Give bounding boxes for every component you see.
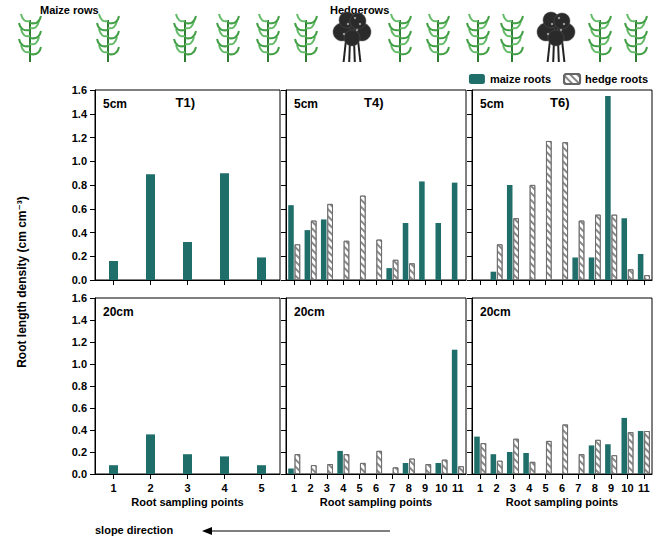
svg-text:3: 3 <box>324 482 330 494</box>
svg-text:20cm: 20cm <box>480 305 511 319</box>
svg-text:3: 3 <box>510 482 516 494</box>
svg-text:0.0: 0.0 <box>72 468 87 480</box>
svg-text:5: 5 <box>258 482 264 494</box>
svg-text:11: 11 <box>452 482 464 494</box>
svg-text:0.8: 0.8 <box>72 380 87 392</box>
svg-text:1.6: 1.6 <box>72 292 87 304</box>
svg-text:6: 6 <box>559 482 565 494</box>
svg-text:20cm: 20cm <box>103 305 134 319</box>
svg-text:5: 5 <box>357 482 363 494</box>
svg-text:0.8: 0.8 <box>72 179 87 191</box>
svg-text:3: 3 <box>184 482 190 494</box>
svg-text:maize roots: maize roots <box>490 73 551 85</box>
svg-text:5cm: 5cm <box>103 97 127 111</box>
svg-text:5cm: 5cm <box>294 97 318 111</box>
svg-text:T6): T6) <box>550 95 570 110</box>
svg-text:T1): T1) <box>176 95 196 110</box>
svg-text:1.4: 1.4 <box>72 314 88 326</box>
svg-text:4: 4 <box>221 482 228 494</box>
svg-text:0.2: 0.2 <box>72 250 87 262</box>
svg-text:0.4: 0.4 <box>72 424 88 436</box>
svg-text:11: 11 <box>638 482 650 494</box>
svg-text:2: 2 <box>147 482 153 494</box>
svg-text:9: 9 <box>608 482 614 494</box>
svg-text:2: 2 <box>493 482 499 494</box>
svg-text:0.4: 0.4 <box>72 227 88 239</box>
svg-text:0.2: 0.2 <box>72 446 87 458</box>
svg-text:1: 1 <box>477 482 483 494</box>
svg-text:slope direction: slope direction <box>95 524 174 536</box>
svg-text:hedge roots: hedge roots <box>585 73 648 85</box>
svg-text:1.4: 1.4 <box>72 108 88 120</box>
svg-text:1: 1 <box>110 482 116 494</box>
svg-text:T4): T4) <box>364 95 384 110</box>
svg-text:Root sampling points: Root sampling points <box>131 496 243 508</box>
svg-text:6: 6 <box>373 482 379 494</box>
svg-text:0.6: 0.6 <box>72 203 87 215</box>
svg-text:0.6: 0.6 <box>72 402 87 414</box>
svg-text:Root sampling points: Root sampling points <box>320 496 432 508</box>
svg-text:4: 4 <box>526 482 533 494</box>
svg-text:2: 2 <box>307 482 313 494</box>
svg-text:7: 7 <box>389 482 395 494</box>
svg-text:1.6: 1.6 <box>72 84 87 96</box>
svg-text:1.2: 1.2 <box>72 132 87 144</box>
svg-text:0.0: 0.0 <box>72 274 87 286</box>
svg-text:5: 5 <box>543 482 549 494</box>
svg-text:1.0: 1.0 <box>72 358 87 370</box>
svg-text:20cm: 20cm <box>294 305 325 319</box>
svg-text:Root sampling points: Root sampling points <box>506 496 618 508</box>
svg-text:Root length density (cm cm⁻³): Root length density (cm cm⁻³) <box>15 196 29 368</box>
svg-text:9: 9 <box>422 482 428 494</box>
svg-text:1.2: 1.2 <box>72 336 87 348</box>
svg-text:10: 10 <box>621 482 633 494</box>
svg-text:Maize rows: Maize rows <box>40 4 99 16</box>
svg-text:7: 7 <box>575 482 581 494</box>
svg-text:Hedgerows: Hedgerows <box>330 3 390 16</box>
svg-text:1: 1 <box>291 482 297 494</box>
svg-text:8: 8 <box>406 482 412 494</box>
svg-text:10: 10 <box>435 482 447 494</box>
svg-text:8: 8 <box>592 482 598 494</box>
svg-text:5cm: 5cm <box>480 97 504 111</box>
svg-text:1.0: 1.0 <box>72 155 87 167</box>
svg-text:4: 4 <box>340 482 347 494</box>
